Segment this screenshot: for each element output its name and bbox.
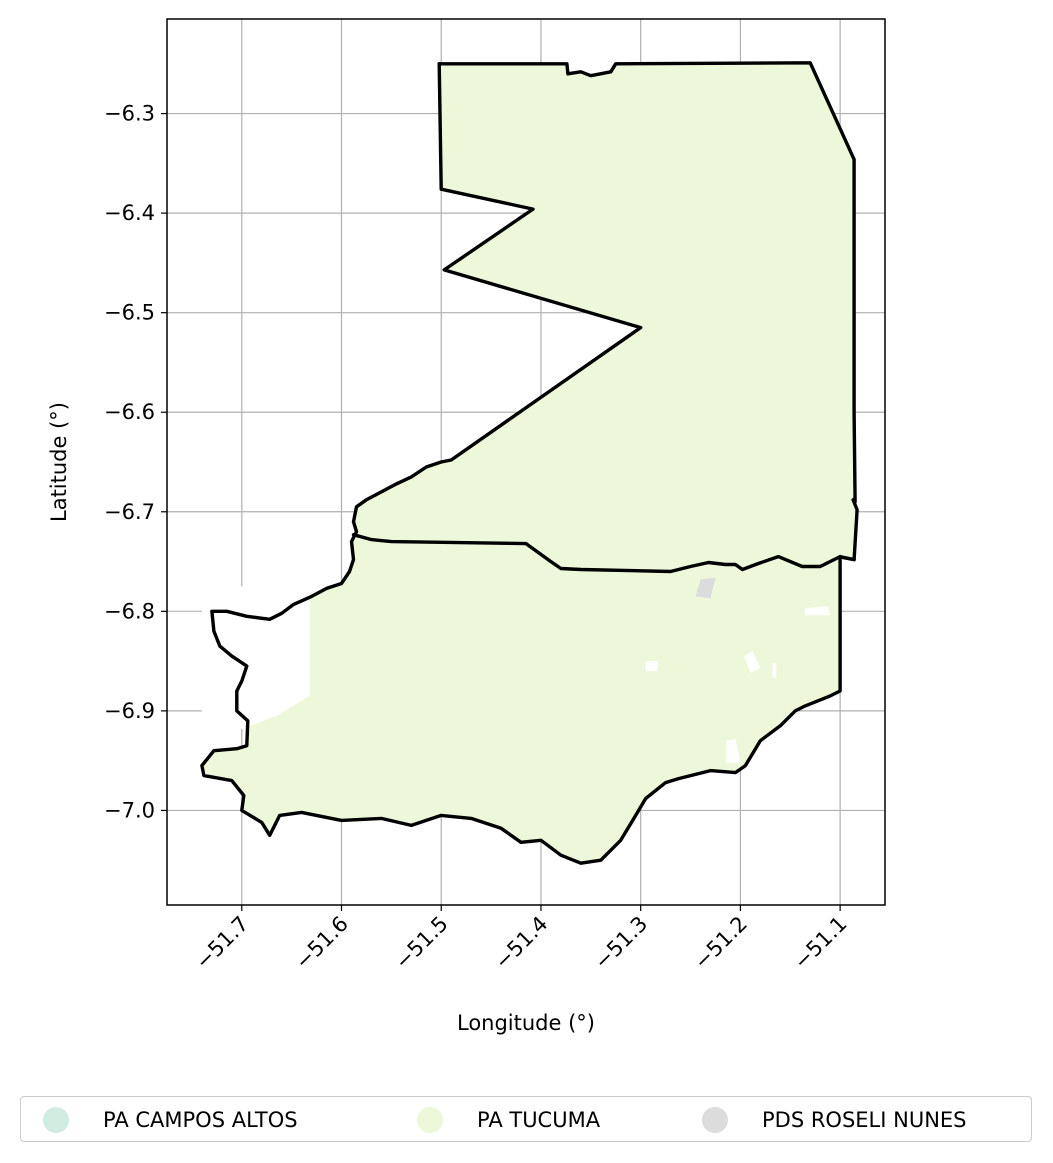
region-hole — [645, 661, 658, 672]
legend-marker-icon — [43, 1107, 69, 1133]
y-tick-label: −6.9 — [104, 699, 155, 723]
x-tick-label: −51.2 — [689, 912, 751, 974]
region-pa-tucuma — [201, 62, 856, 864]
legend-marker-icon — [417, 1107, 443, 1133]
region-hole — [726, 738, 741, 763]
y-tick-label: −7.0 — [104, 798, 155, 822]
legend-item-pa-campos-altos: PA CAMPOS ALTOS — [43, 1097, 298, 1143]
y-tick-label: −6.6 — [104, 400, 155, 424]
x-tick-label: −51.3 — [590, 912, 652, 974]
y-axis-label: Latitude (°) — [47, 402, 71, 522]
x-tick-label: −51.5 — [390, 912, 452, 974]
map-figure: −51.7 −51.6 −51.5 −51.4 −51.3 −51.2 −51.1 −6.3 −… — [47, 18, 886, 1035]
y-tick-label: −6.7 — [104, 500, 155, 524]
region-hole — [772, 663, 777, 678]
x-tick-label: −51.6 — [291, 912, 353, 974]
y-tick-label: −6.4 — [104, 201, 155, 225]
x-tick-label: −51.7 — [191, 912, 253, 974]
y-tick-label: −6.5 — [104, 301, 155, 325]
legend-item-pds-roseli-nunes: PDS ROSELI NUNES — [702, 1097, 967, 1143]
region-hole — [805, 606, 831, 616]
boundary-west-zigzag-outline — [200, 62, 842, 865]
region-hole — [744, 651, 761, 673]
boundary-lines — [200, 61, 859, 865]
boundary-middle-divider — [351, 533, 856, 574]
legend: PA CAMPOS ALTOS PA TUCUMA PDS ROSELI NUN… — [20, 1096, 1032, 1142]
legend-marker-icon — [702, 1107, 728, 1133]
x-tick-label: −51.1 — [789, 912, 851, 974]
x-axis-label: Longitude (°) — [457, 1011, 595, 1035]
boundary-north-outline — [437, 61, 859, 562]
region-pds-roseli-nunes — [695, 577, 716, 599]
map-regions — [201, 62, 856, 864]
plot-frame — [166, 18, 886, 906]
x-tick-label: −51.4 — [490, 912, 552, 974]
y-tick-label: −6.3 — [104, 102, 155, 126]
legend-label: PDS ROSELI NUNES — [762, 1108, 967, 1132]
legend-label: PA TUCUMA — [477, 1108, 601, 1132]
legend-item-pa-tucuma: PA TUCUMA — [417, 1097, 600, 1143]
legend-label: PA CAMPOS ALTOS — [103, 1108, 298, 1132]
y-tick-label: −6.8 — [104, 599, 155, 623]
region-hole — [201, 581, 310, 731]
map-holes — [201, 581, 831, 763]
